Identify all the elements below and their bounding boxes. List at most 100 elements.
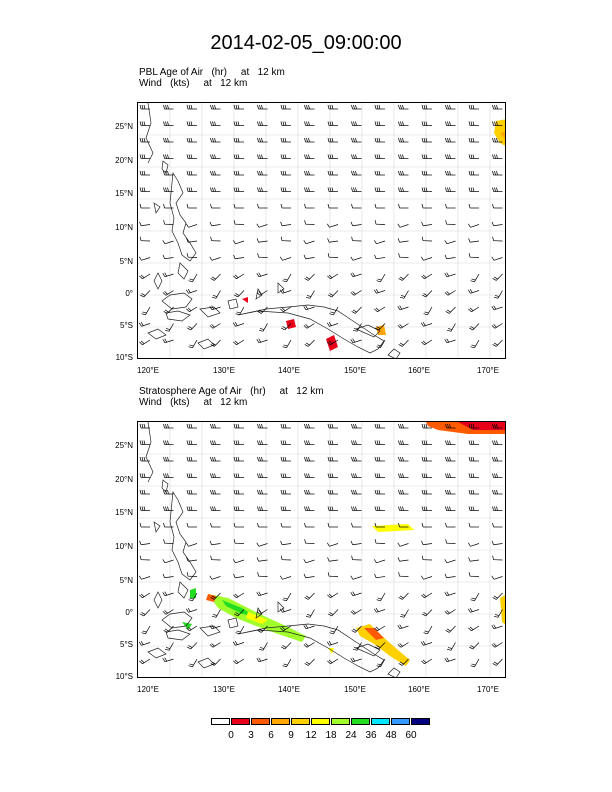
wind-barb: [374, 187, 385, 192]
wind-barb-feather: [493, 296, 499, 299]
wind-barb-feather: [163, 187, 165, 192]
wind-barb-feather: [261, 187, 263, 192]
wind-barb-shaft: [331, 290, 339, 298]
wind-barb: [233, 573, 245, 579]
wind-barb: [257, 137, 268, 143]
wind-barb-feather: [233, 660, 237, 665]
wind-barb-feather: [355, 170, 357, 176]
wind-barb-feather: [257, 456, 259, 462]
wind-barb-shaft: [258, 240, 268, 243]
wind-barb-feather: [163, 473, 165, 478]
wind-barb-feather: [139, 154, 142, 159]
wind-barb-feather: [444, 658, 448, 662]
wind-barb-shaft: [401, 339, 409, 347]
age-of-air-patch: [372, 524, 414, 532]
wind-barb-feather: [257, 506, 259, 511]
wind-barb-feather: [186, 440, 189, 445]
wind-barb-feather: [186, 308, 190, 313]
wind-barb-feather: [470, 506, 473, 511]
wind-barb-feather: [470, 170, 473, 176]
wind-barb-feather: [492, 456, 494, 462]
wind-barb-feather: [400, 489, 402, 495]
wind-barb-feather: [374, 154, 377, 159]
wind-barb-feather: [167, 170, 169, 176]
wind-barb-feather: [399, 624, 403, 629]
wind-barb-shaft: [470, 224, 480, 228]
wind-barb-shaft: [141, 576, 151, 580]
wind-barb: [210, 522, 221, 528]
wind-barb-feather: [162, 292, 167, 296]
wind-barb: [468, 489, 479, 495]
wind-barb: [491, 624, 503, 630]
wind-barb: [280, 104, 291, 110]
wind-barb-shaft: [329, 224, 339, 228]
wind-barb: [304, 658, 315, 666]
wind-barb-feather: [374, 627, 378, 632]
wind-barb-shaft: [377, 625, 386, 632]
wind-barb: [303, 573, 315, 579]
wind-barb-shaft: [493, 306, 503, 311]
wind-barb-feather: [306, 456, 308, 462]
wind-barb-feather: [397, 644, 402, 648]
wind-barb: [186, 238, 198, 243]
wind-barb-feather: [445, 423, 447, 429]
wind-barb-feather: [398, 440, 400, 445]
wind-barb: [492, 154, 503, 159]
wind-barb: [398, 154, 409, 159]
wind-barb-feather: [259, 473, 261, 478]
wind-barb-feather: [425, 440, 428, 445]
wind-barb-feather: [282, 346, 287, 349]
wind-barb-feather: [308, 104, 310, 110]
wind-barb-feather: [491, 256, 495, 261]
wind-barb: [375, 323, 386, 331]
wind-barb-feather: [425, 187, 428, 192]
wind-barb-feather: [492, 597, 497, 600]
coastline: [153, 521, 161, 533]
wind-barb-feather: [398, 253, 400, 258]
wind-barb-feather: [492, 555, 494, 560]
wind-barb-feather: [468, 253, 471, 258]
wind-barb-feather: [284, 473, 287, 478]
wind-barb-feather: [331, 489, 334, 495]
wind-barb: [210, 592, 221, 600]
wind-barb-feather: [282, 665, 287, 668]
wind-barb-feather: [494, 187, 496, 192]
wind-barb-feather: [284, 456, 287, 462]
wind-barb-feather: [400, 137, 402, 143]
wind-barb-feather: [211, 661, 216, 665]
wind-barb: [470, 339, 480, 349]
wind-barb: [350, 591, 362, 597]
wind-barb-feather: [141, 506, 144, 511]
wind-barb-feather: [279, 289, 283, 294]
wind-barb: [492, 456, 503, 462]
wind-barb: [304, 154, 315, 159]
wind-barb-shaft: [258, 273, 268, 278]
wind-barb-feather: [164, 648, 170, 651]
wind-barb-feather: [327, 557, 330, 562]
wind-barb: [257, 473, 268, 478]
wind-barb-feather: [139, 236, 142, 241]
wind-barb-feather: [329, 456, 332, 462]
wind-barb: [421, 154, 432, 159]
wind-barb-feather: [261, 456, 263, 462]
wind-barb-feather: [209, 325, 214, 329]
lon-label: 120°E: [137, 366, 159, 375]
wind-barb-feather: [472, 473, 475, 478]
wind-barb-feather: [355, 473, 357, 478]
wind-barb-feather: [493, 324, 497, 328]
wind-barb-feather: [472, 456, 475, 462]
wind-barb-feather: [304, 187, 306, 192]
wind-barb-feather: [188, 456, 191, 462]
wind-barb-shaft: [189, 306, 198, 313]
wind-barb-feather: [470, 187, 473, 192]
wind-barb-feather: [472, 506, 475, 511]
wind-barb-feather: [235, 121, 238, 126]
wind-barb-feather: [258, 338, 262, 343]
wind-barb: [163, 489, 174, 495]
wind-barb: [399, 290, 409, 299]
wind-barb-feather: [445, 473, 447, 478]
wind-barb-feather: [400, 473, 402, 478]
wind-barb-shaft: [352, 339, 362, 344]
wind-barb-shaft: [423, 543, 433, 546]
wind-barb-feather: [470, 121, 473, 126]
